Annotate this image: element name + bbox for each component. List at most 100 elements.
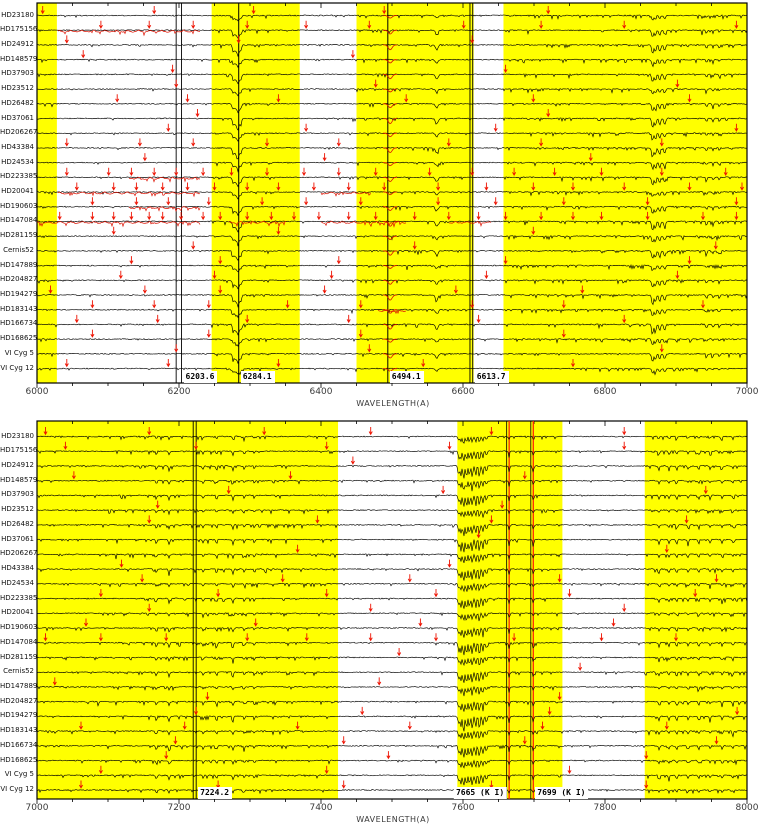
- feature-label: 6203.6: [183, 371, 218, 383]
- spectrum-trace: [36, 538, 748, 553]
- spectrum-trace: [36, 523, 748, 537]
- star-label: HD37061: [1, 534, 34, 543]
- spectrum-trace: [36, 367, 748, 376]
- dib-arrow-markers: [52, 677, 382, 686]
- spectrum-trace: [36, 626, 748, 638]
- spectrum-trace: [36, 29, 748, 39]
- red-spectrum-segment: [128, 206, 201, 212]
- spectrum-trace: [37, 612, 748, 622]
- x-tick-label: 7000: [25, 803, 49, 813]
- star-label: VI Cyg 12: [0, 363, 34, 372]
- spectrum-trace: [36, 278, 748, 290]
- spectrum-trace: [37, 582, 748, 593]
- red-dip-6497: [383, 294, 397, 301]
- spectrum-trace: [36, 264, 748, 273]
- x-tick-label: 7600: [451, 803, 475, 813]
- star-label: HD147084: [0, 216, 38, 225]
- star-label: Cernis52: [3, 245, 34, 254]
- dib-arrow-markers: [64, 167, 728, 177]
- telluric-band: [503, 3, 747, 383]
- star-label: HD147084: [0, 637, 38, 646]
- red-dip-6497: [383, 44, 398, 51]
- red-dip-6497: [383, 118, 397, 125]
- x-tick-label: 7000: [735, 387, 759, 397]
- spectrum-trace: [36, 205, 748, 217]
- spectrum-trace: [36, 553, 748, 564]
- telluric-band: [37, 421, 339, 799]
- dib-arrow-markers: [578, 662, 583, 671]
- spectrum-trace: [36, 293, 748, 308]
- red-dip-6497: [382, 73, 398, 80]
- x-tick-label: 6400: [309, 387, 333, 397]
- spectrum-trace: [36, 73, 748, 85]
- telluric-band: [644, 421, 747, 799]
- red-dip-6497: [383, 103, 397, 109]
- spectrum-trace: [36, 43, 748, 58]
- red-dip-6497: [383, 88, 397, 93]
- star-label: HD281159: [0, 652, 38, 661]
- star-label: HD148579: [0, 54, 38, 63]
- red-dip-6497: [383, 235, 397, 240]
- dib-arrow-markers: [195, 109, 551, 118]
- star-label: HD24534: [1, 578, 34, 587]
- red-spectrum-segment: [377, 309, 407, 315]
- dib-arrow-markers: [476, 530, 481, 539]
- star-label: HD24912: [1, 39, 34, 48]
- spectrum-trace: [36, 161, 748, 173]
- star-label: HD26482: [1, 519, 34, 528]
- dib-arrow-markers: [90, 197, 739, 206]
- dib-arrow-markers: [118, 270, 680, 280]
- star-label: HD223385: [0, 172, 38, 181]
- dib-arrow-markers: [84, 618, 616, 627]
- dib-arrow-markers: [147, 515, 689, 524]
- telluric-band: [37, 3, 57, 383]
- star-label: HD206267: [0, 128, 38, 137]
- feature-label: 7699 (K I): [535, 787, 589, 799]
- spectrum-trace: [36, 685, 748, 697]
- dib-arrow-markers: [57, 211, 739, 221]
- spectrum-trace: [36, 435, 748, 444]
- star-label: HD24912: [1, 461, 34, 469]
- spectrum-trace: [36, 464, 748, 479]
- spectrum-trace: [36, 759, 748, 769]
- dib-arrow-markers: [90, 329, 566, 338]
- x-axis-title-top: WAVELENGTH(A): [356, 399, 430, 408]
- star-label: HD23512: [1, 505, 34, 514]
- spectrum-trace: [36, 117, 748, 131]
- star-label: HD26482: [1, 98, 34, 107]
- spectrum-trace: [36, 323, 748, 336]
- spectrum-trace: [36, 774, 748, 786]
- dib-arrow-markers: [174, 79, 680, 88]
- x-tick-label: 6200: [167, 387, 191, 397]
- spectrum-trace: [36, 730, 748, 740]
- red-spectrum-segment: [228, 220, 287, 228]
- red-dip-6497: [383, 132, 397, 138]
- red-dip-6497: [383, 176, 397, 182]
- red-spectrum-segment: [128, 176, 201, 183]
- dib-arrow-markers: [98, 589, 698, 598]
- red-spectrum-segment: [57, 191, 201, 198]
- spectrum-trace: [36, 568, 748, 581]
- star-label: HD175156: [0, 446, 38, 455]
- star-label: VI Cyg 5: [4, 348, 34, 357]
- red-dip-6497: [383, 59, 398, 64]
- spectrum-trace: [36, 494, 748, 507]
- x-axis-title-bottom: WAVELENGTH(A): [356, 815, 430, 824]
- dib-arrow-markers: [98, 20, 739, 29]
- red-dip-6497: [383, 353, 398, 359]
- dib-arrow-markers: [119, 559, 452, 568]
- star-label: HD37061: [1, 113, 34, 122]
- star-label: HD206267: [0, 549, 38, 558]
- x-tick-label: 7400: [309, 803, 333, 813]
- star-label: HD175156: [0, 25, 38, 34]
- dib-arrow-markers: [71, 471, 527, 480]
- dib-arrow-markers: [64, 138, 664, 147]
- spectrum-trace: [36, 788, 747, 799]
- dib-arrow-markers: [170, 64, 508, 74]
- red-dip-6497: [383, 250, 397, 256]
- dib-arrow-markers: [90, 300, 705, 309]
- dib-arrow-markers: [295, 544, 669, 554]
- dib-arrow-markers: [43, 427, 627, 436]
- star-label: HD166734: [0, 319, 38, 328]
